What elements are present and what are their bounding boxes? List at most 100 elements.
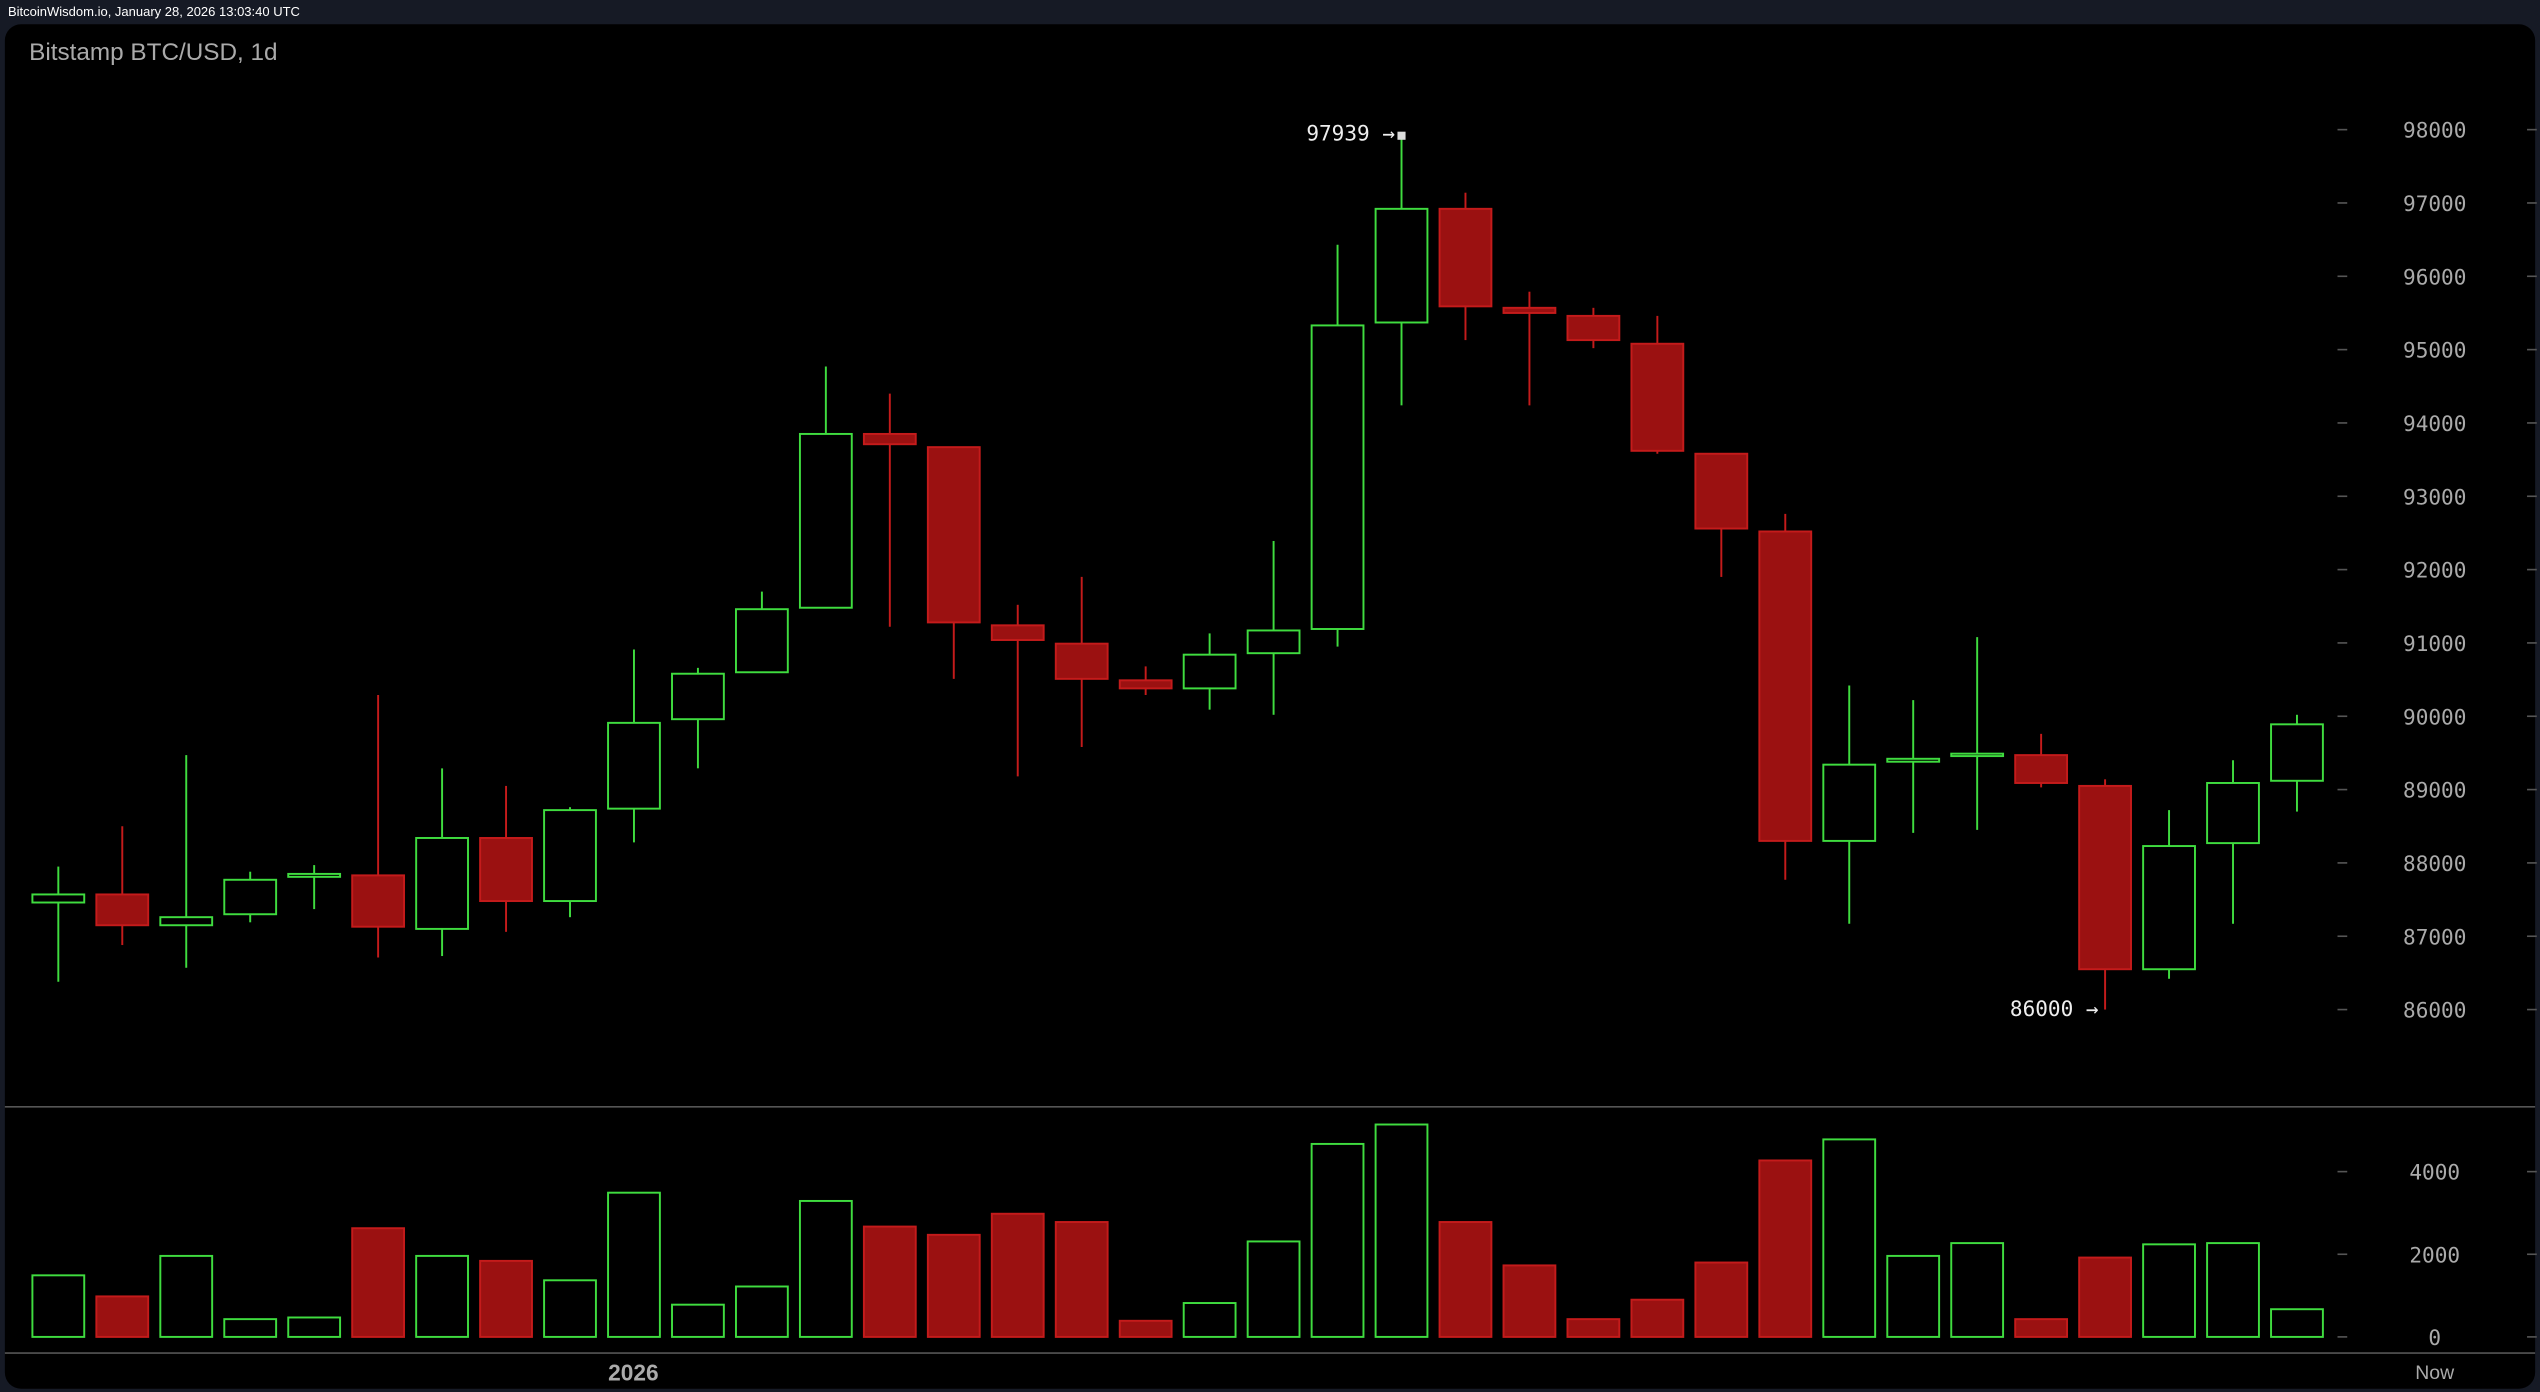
y-tick-label: 87000: [2403, 924, 2466, 949]
volume-bar: [607, 1191, 661, 1338]
candle-body: [1182, 653, 1237, 690]
candle-body: [990, 624, 1045, 641]
chart-title: Bitstamp BTC/USD, 1d: [29, 39, 277, 66]
volume-bar: [2014, 1318, 2069, 1338]
x-label-year: 2026: [608, 1360, 658, 1386]
volume-bar: [2206, 1242, 2260, 1338]
y-tick-label: 96000: [2403, 264, 2466, 289]
candle: [223, 871, 278, 923]
volume-tick-label: 0: [2428, 1325, 2441, 1350]
volume-bar: [1822, 1138, 1877, 1338]
candle-body: [95, 893, 150, 927]
candle: [1374, 134, 1429, 406]
candle: [415, 768, 469, 957]
volume-bar: [287, 1316, 342, 1338]
y-tick-label: 89000: [2403, 778, 2466, 803]
volume-bar: [159, 1254, 214, 1338]
volume-bar: [223, 1318, 278, 1338]
candle: [543, 807, 597, 918]
volume-bar: [95, 1295, 150, 1338]
candle: [31, 866, 86, 982]
candle-body: [1374, 207, 1429, 324]
candle-body: [1886, 757, 1941, 763]
candle-body: [607, 721, 661, 810]
candle: [2142, 810, 2196, 979]
candle: [1694, 452, 1749, 577]
candle: [1438, 192, 1493, 341]
candle-body: [1438, 207, 1493, 308]
volume-bar: [1374, 1123, 1429, 1338]
candle-body: [798, 432, 853, 609]
volume-bar: [479, 1259, 533, 1338]
volume-bar: [1630, 1298, 1685, 1338]
volume-bar: [543, 1279, 597, 1338]
candle-body: [1054, 642, 1109, 680]
y-tick-label: 88000: [2403, 851, 2466, 876]
candle-body: [1694, 452, 1749, 530]
volume-bar: [2078, 1256, 2132, 1338]
volume-bar: [862, 1225, 917, 1338]
candle: [159, 755, 214, 968]
volume-bar: [1502, 1264, 1557, 1338]
volume-bar: [1566, 1318, 1621, 1338]
volume-bar: [1182, 1302, 1237, 1338]
candle: [1566, 307, 1621, 349]
volume-bar: [926, 1233, 981, 1338]
volume-bar: [1950, 1242, 2005, 1338]
candle-body: [1822, 763, 1877, 842]
volume-bar: [31, 1274, 86, 1338]
y-tick-label: 86000: [2403, 998, 2466, 1023]
source-timestamp: BitcoinWisdom.io, January 28, 2026 13:03…: [8, 4, 300, 19]
volume-bar: [1118, 1319, 1173, 1338]
candle-body: [2270, 723, 2324, 782]
candle: [1886, 700, 1941, 833]
volume-bar: [1438, 1221, 1493, 1338]
candle-body: [31, 893, 86, 904]
candle-body: [926, 446, 981, 624]
candle-body: [1310, 324, 1365, 630]
high-marker: [1397, 131, 1406, 140]
candle-body: [159, 916, 214, 927]
candle: [1182, 633, 1237, 710]
y-tick-label: 97000: [2403, 191, 2466, 216]
candle-body: [1118, 679, 1173, 690]
low-annotation: 86000 →: [2010, 996, 2099, 1021]
volume-bar: [1246, 1240, 1301, 1338]
candle-body: [2014, 754, 2069, 784]
candle: [1822, 685, 1877, 924]
y-tick-label: 98000: [2403, 118, 2466, 143]
volume-bar: [798, 1199, 853, 1338]
candle-body: [543, 809, 597, 903]
candle: [607, 649, 661, 843]
volume-bar: [2142, 1243, 2196, 1338]
volume-tick-label: 4000: [2409, 1160, 2460, 1185]
candle-body: [2078, 784, 2132, 971]
candle-body: [1630, 342, 1685, 452]
candle-body: [2142, 845, 2196, 971]
volume-bar: [990, 1212, 1045, 1338]
candle: [1630, 315, 1685, 454]
volume-bar: [2270, 1308, 2324, 1338]
y-tick-label: 90000: [2403, 704, 2466, 729]
candle-body: [287, 872, 342, 878]
candle-body: [479, 837, 533, 903]
candle: [926, 446, 981, 679]
candle: [1758, 513, 1813, 880]
candle-body: [223, 878, 278, 916]
candle: [95, 826, 150, 946]
candle: [798, 366, 853, 609]
volume-bar: [735, 1285, 789, 1338]
volume-bar: [1694, 1261, 1749, 1338]
volume-bar: [671, 1303, 725, 1338]
candle: [862, 393, 917, 627]
high-annotation: 97939 →: [1306, 121, 1395, 146]
volume-bar: [415, 1254, 469, 1338]
candle: [479, 785, 533, 932]
x-label-now: Now: [2415, 1362, 2455, 1384]
candle-body: [671, 672, 725, 721]
volume-bar: [351, 1227, 406, 1338]
candle-body: [415, 837, 469, 930]
candle: [735, 591, 789, 674]
volume-bar: [1054, 1221, 1109, 1338]
candle: [1502, 291, 1557, 406]
